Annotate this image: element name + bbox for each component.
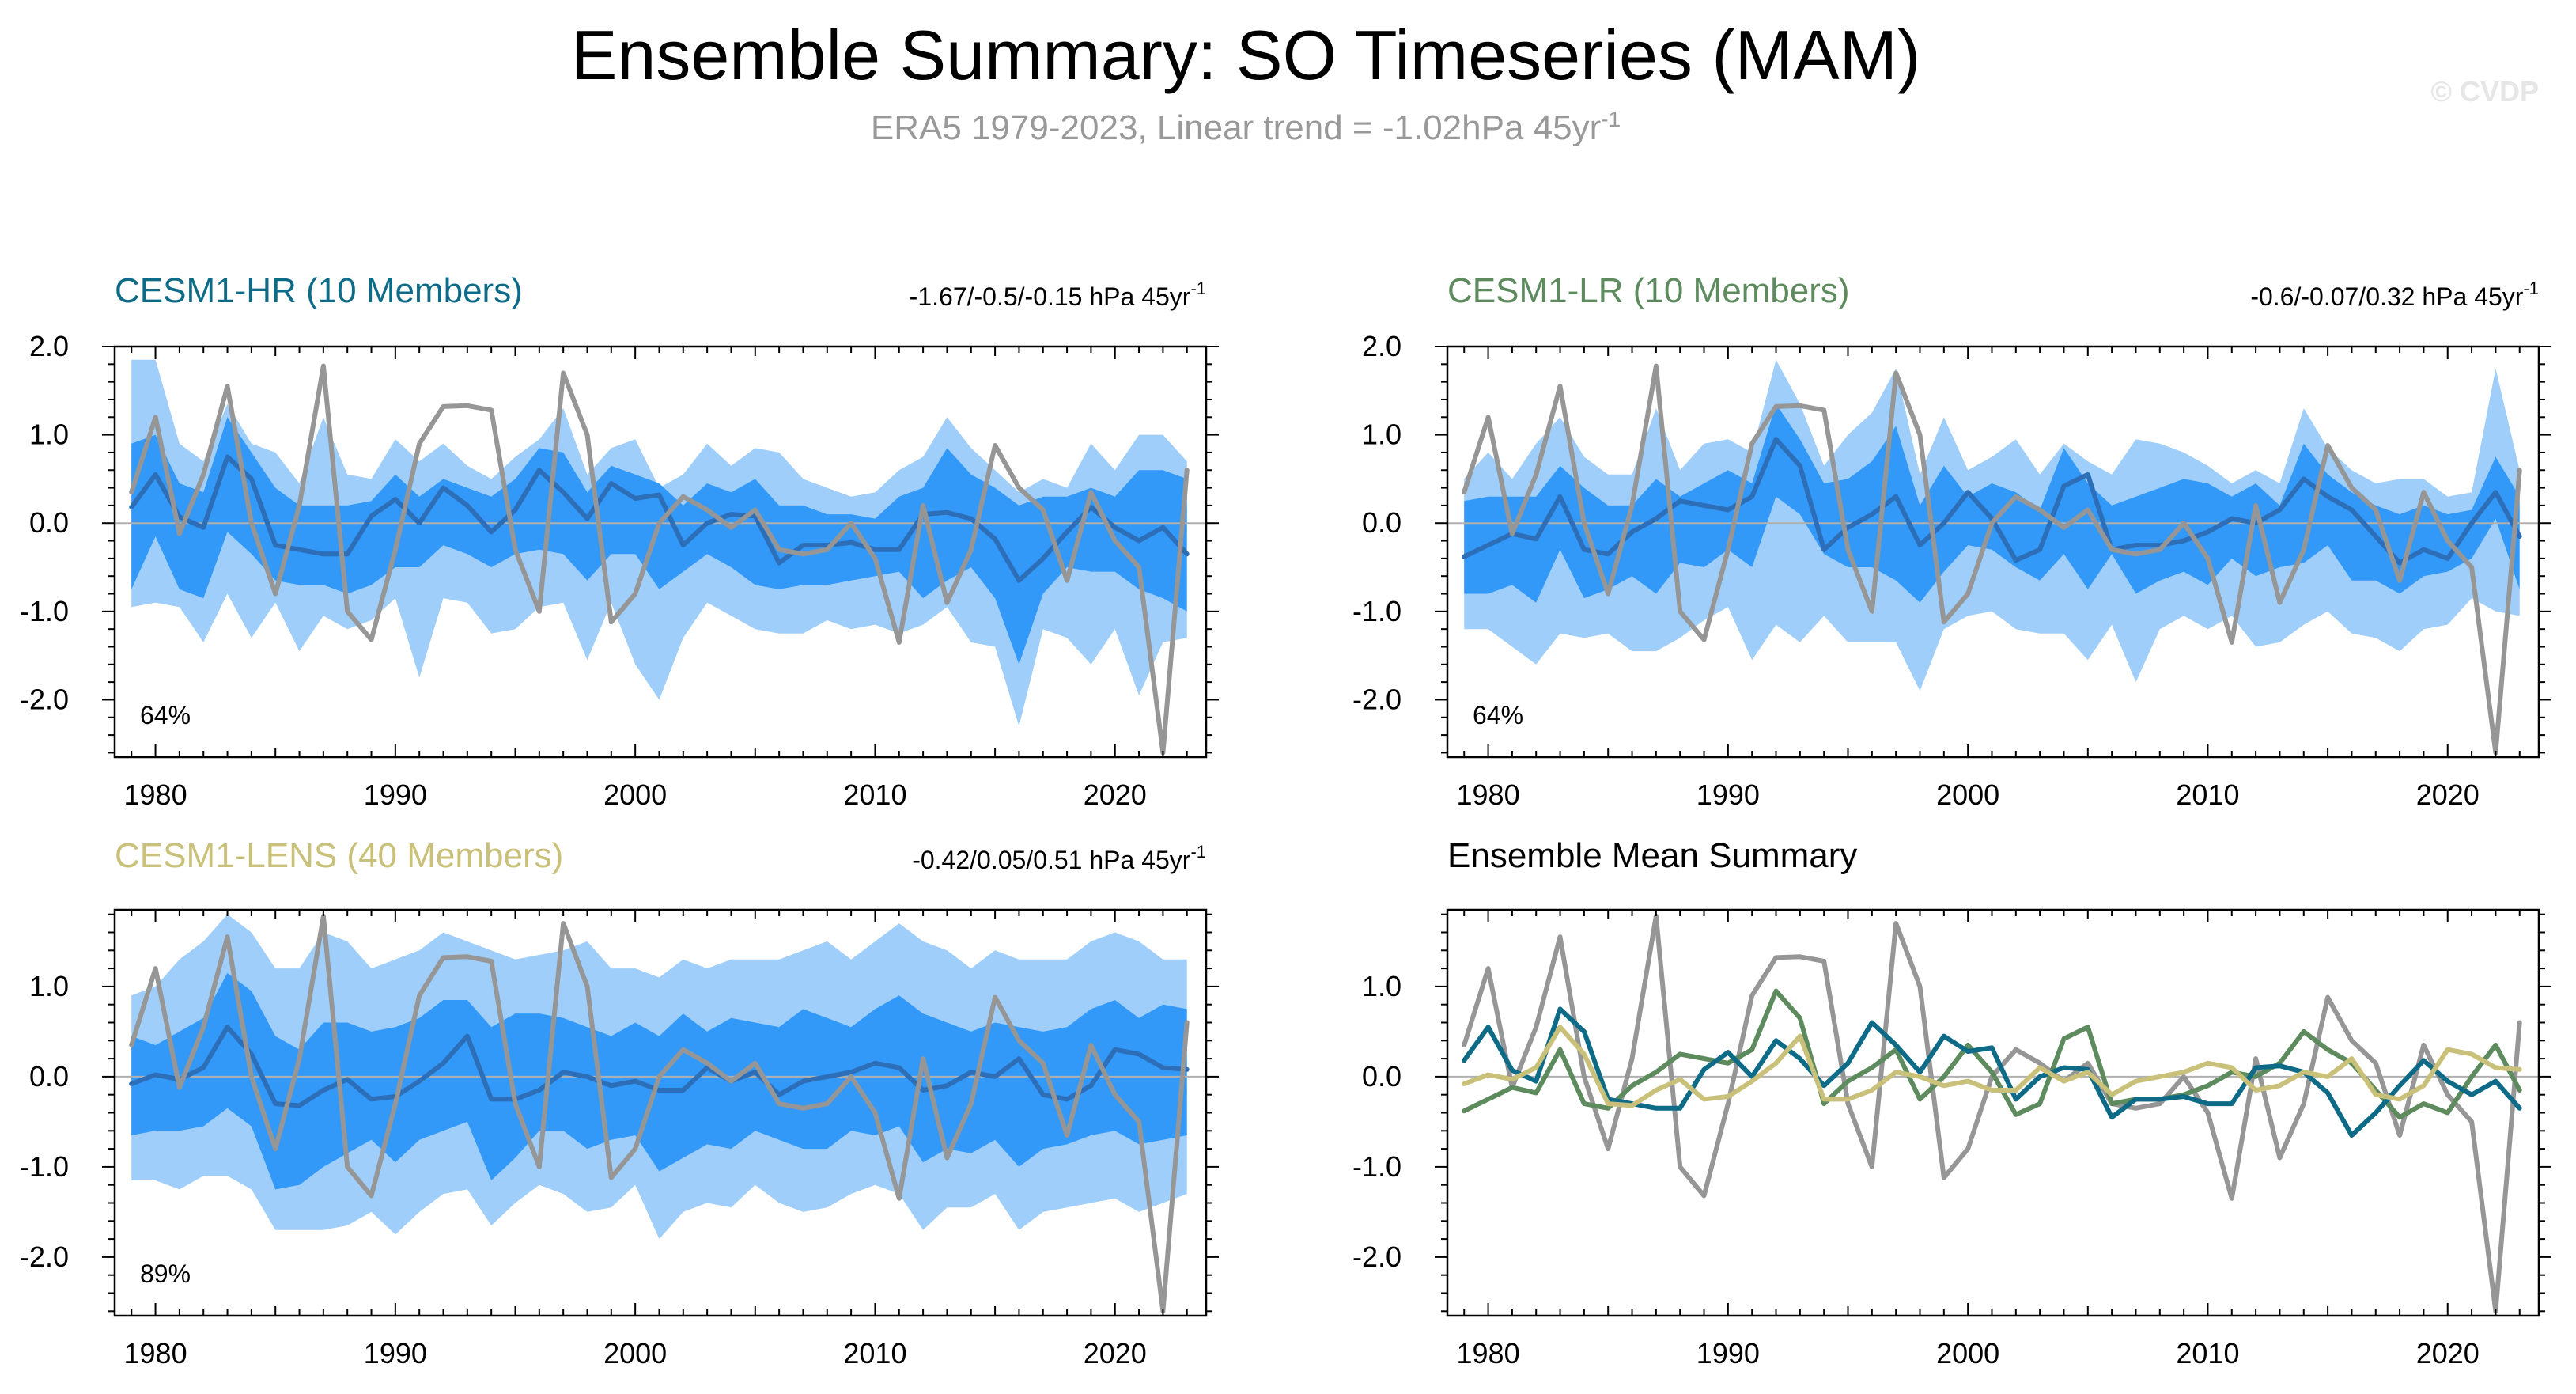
y-tick-label-hr: 1.0: [29, 419, 69, 451]
y-tick-label-lens: 1.0: [29, 970, 69, 1002]
x-tick-label-hr: 1980: [124, 778, 187, 811]
x-tick-label-summary: 2010: [2176, 1337, 2239, 1369]
series-line-ens_mean-hr: [129, 454, 1190, 583]
y-tick-label-hr: 2.0: [29, 330, 69, 362]
panel-percent-hr: 64%: [140, 701, 191, 729]
series-line-obs-hr: [129, 363, 1190, 756]
figure-title: Ensemble Summary: SO Timeseries (MAM): [571, 16, 1921, 94]
panel-title-summary: Ensemble Mean Summary: [1447, 836, 1857, 875]
panel-trend-lens: -0.42/0.05/0.51 hPa 45yr-1: [912, 842, 1206, 874]
x-tick-label-lens: 2010: [843, 1337, 906, 1369]
x-tick-label-hr: 2010: [843, 778, 906, 811]
series-line-obs-summary: [1462, 914, 2522, 1314]
series-line-ens_mean-lens: [129, 1025, 1190, 1108]
y-tick-label-summary: -2.0: [1352, 1241, 1401, 1273]
plot-area-lr: [1447, 359, 2539, 756]
x-tick-label-hr: 2020: [1084, 778, 1147, 811]
x-tick-label-lr: 2010: [2176, 778, 2239, 811]
y-tick-label-summary: 1.0: [1362, 970, 1401, 1002]
x-tick-label-summary: 1980: [1457, 1337, 1520, 1369]
panels-container: 1980 1990 2000 2010 2020 2.0 1.0 0.0 -1.0 -2.0 CES…: [20, 271, 2551, 1369]
y-tick-label-lens: -1.0: [20, 1150, 69, 1183]
x-tick-label-lens: 1990: [364, 1337, 427, 1369]
y-tick-label-lr: -2.0: [1352, 683, 1401, 715]
x-tick-label-lens: 1980: [124, 1337, 187, 1369]
x-tick-label-summary: 1990: [1697, 1337, 1760, 1369]
x-tick-label-lr: 2020: [2416, 778, 2480, 811]
y-tick-label-lens: 0.0: [29, 1060, 69, 1093]
series-line-obs-lr: [1462, 363, 2522, 756]
y-tick-label-summary: 0.0: [1362, 1060, 1401, 1093]
y-tick-label-lr: 0.0: [1362, 506, 1401, 539]
panel-percent-lr: 64%: [1473, 701, 1523, 729]
panel-trend-sup-lr: -1: [2523, 278, 2539, 298]
panel-lens: 1980 1990 2000 2010 2020 1.0 0.0 -1.0 -2.0 CESM1-…: [20, 836, 1219, 1369]
panel-frame-lr: [1446, 345, 2540, 759]
x-tick-label-hr: 2000: [603, 778, 667, 811]
inner-band-lr: [1464, 403, 2520, 603]
x-tick-label-lr: 2000: [1936, 778, 1999, 811]
y-tick-label-hr: 0.0: [29, 506, 69, 539]
x-tick-label-lr: 1980: [1457, 778, 1520, 811]
y-tick-label-lens: -2.0: [20, 1241, 69, 1273]
series-line-lr-summary: [1462, 988, 2522, 1120]
y-tick-label-hr: -2.0: [20, 683, 69, 715]
plot-area-summary: [1447, 914, 2539, 1314]
inner-band-hr: [131, 417, 1187, 665]
panel-trend-text-lr: -0.6/-0.07/0.32 hPa 45yr: [2250, 282, 2523, 311]
figure-subtitle-sup: -1: [1601, 107, 1621, 131]
y-tick-label-lr: 2.0: [1362, 330, 1401, 362]
plot-area-hr: [115, 359, 1206, 756]
x-tick-label-lr: 1990: [1697, 778, 1760, 811]
panel-trend-lr: -0.6/-0.07/0.32 hPa 45yr-1: [2250, 278, 2539, 311]
plot-area-lens: [115, 914, 1206, 1314]
panel-percent-lens: 89%: [140, 1260, 191, 1288]
x-tick-label-hr: 1990: [364, 778, 427, 811]
panel-summary: 1980 1990 2000 2010 2020 1.0 0.0 -1.0 -2.0 Ensemb…: [1352, 836, 2551, 1369]
y-tick-label-lr: 1.0: [1362, 419, 1401, 451]
figure-subtitle-text: ERA5 1979-2023, Linear trend = -1.02hPa …: [871, 108, 1601, 147]
panel-title-lr: CESM1-LR (10 Members): [1447, 271, 1850, 310]
x-tick-label-lens: 2000: [603, 1337, 667, 1369]
panel-trend-text-lens: -0.42/0.05/0.51 hPa 45yr: [912, 846, 1191, 874]
y-tick-label-hr: -1.0: [20, 595, 69, 627]
y-tick-label-lr: -1.0: [1352, 595, 1401, 627]
panel-hr: 1980 1990 2000 2010 2020 2.0 1.0 0.0 -1.0 -2.0 CES…: [20, 271, 1219, 811]
copyright-watermark: © CVDP: [2430, 75, 2539, 108]
series-line-lens-summary: [1462, 1025, 2522, 1108]
x-tick-label-lens: 2020: [1084, 1337, 1147, 1369]
panel-trend-hr: -1.67/-0.5/-0.15 hPa 45yr-1: [910, 278, 1206, 311]
panel-trend-text-hr: -1.67/-0.5/-0.15 hPa 45yr: [910, 282, 1191, 311]
y-tick-label-summary: -1.0: [1352, 1150, 1401, 1183]
panel-trend-sup-hr: -1: [1190, 278, 1206, 298]
x-tick-label-summary: 2020: [2416, 1337, 2480, 1369]
panel-lr: 1980 1990 2000 2010 2020 2.0 1.0 0.0 -1.0 -2.0 CES…: [1352, 271, 2551, 811]
panel-title-lens: CESM1-LENS (40 Members): [115, 836, 563, 875]
figure-subtitle: ERA5 1979-2023, Linear trend = -1.02hPa …: [871, 107, 1621, 147]
panel-trend-sup-lens: -1: [1190, 842, 1206, 862]
series-line-hr-summary: [1462, 1006, 2522, 1138]
series-line-obs-lens: [129, 914, 1190, 1314]
panel-frame-hr: [113, 345, 1208, 759]
series-line-ens_mean-lr: [1462, 437, 2522, 566]
panel-title-hr: CESM1-HR (10 Members): [115, 271, 523, 310]
x-tick-label-summary: 2000: [1936, 1337, 1999, 1369]
